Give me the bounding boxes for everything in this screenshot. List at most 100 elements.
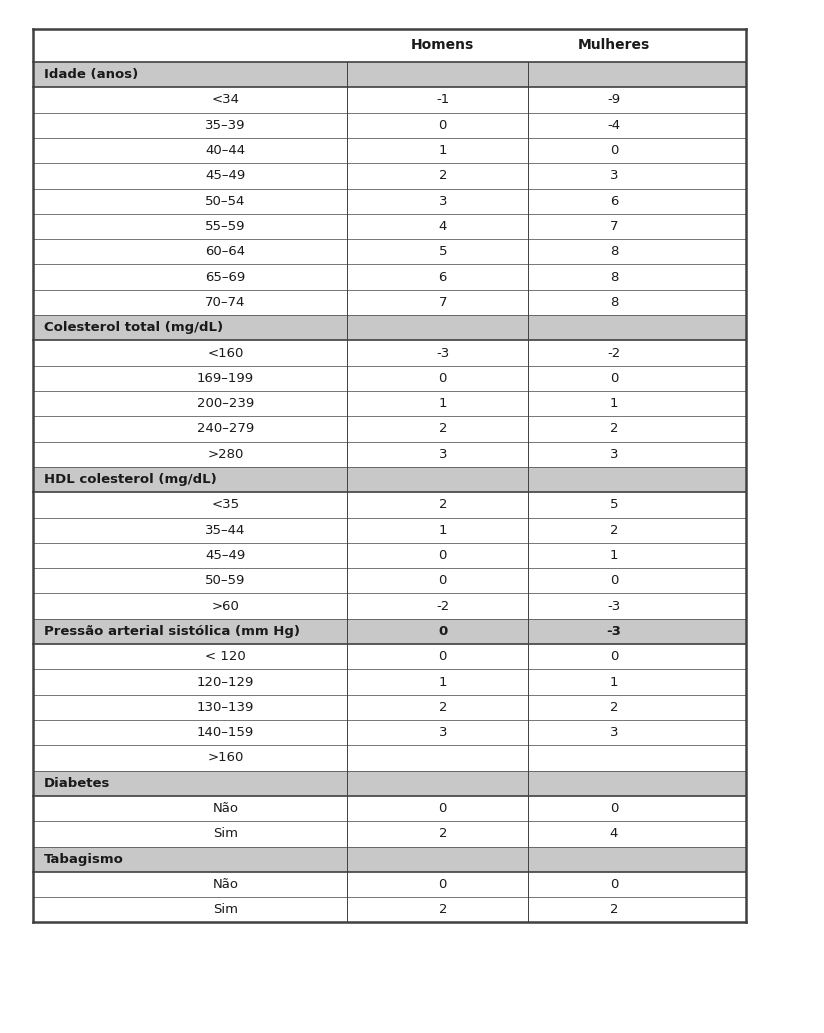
Bar — [33, 390, 746, 416]
Text: 200–239: 200–239 — [197, 397, 254, 410]
Text: Não: Não — [213, 878, 238, 891]
Bar — [33, 214, 746, 239]
Text: 4: 4 — [438, 220, 447, 233]
Text: 40–44: 40–44 — [205, 144, 246, 157]
Text: 1: 1 — [438, 676, 447, 689]
Text: 140–159: 140–159 — [197, 726, 254, 740]
Text: 2: 2 — [438, 827, 447, 841]
Text: 2: 2 — [438, 498, 447, 511]
Bar — [33, 568, 746, 593]
Text: 45–49: 45–49 — [205, 169, 246, 183]
Text: 1: 1 — [610, 397, 618, 410]
Text: 0: 0 — [610, 372, 618, 385]
Bar — [33, 821, 746, 846]
Text: 50–59: 50–59 — [205, 574, 246, 588]
Text: Não: Não — [213, 802, 238, 815]
Text: 2: 2 — [438, 422, 447, 436]
Text: < 120: < 120 — [205, 650, 246, 663]
Text: 3: 3 — [610, 169, 618, 183]
Text: >280: >280 — [207, 447, 244, 461]
Bar — [33, 492, 746, 518]
Text: 60–64: 60–64 — [205, 245, 246, 258]
Bar — [33, 62, 746, 88]
Text: 3: 3 — [610, 447, 618, 461]
Text: -9: -9 — [607, 93, 620, 106]
Bar — [33, 416, 746, 441]
Text: 0: 0 — [438, 372, 447, 385]
Bar — [33, 518, 746, 542]
Text: HDL colesterol (mg/dL): HDL colesterol (mg/dL) — [44, 473, 217, 487]
Text: 169–199: 169–199 — [197, 372, 254, 385]
Text: 0: 0 — [438, 802, 447, 815]
Bar — [33, 137, 746, 163]
Text: 0: 0 — [438, 878, 447, 891]
Bar — [33, 188, 746, 214]
Text: 1: 1 — [610, 676, 618, 689]
Text: Sim: Sim — [213, 903, 238, 916]
Text: 35–39: 35–39 — [205, 119, 246, 132]
Bar — [33, 113, 746, 137]
Bar — [33, 669, 746, 694]
Text: 50–54: 50–54 — [205, 194, 246, 208]
Text: -3: -3 — [607, 599, 620, 613]
Bar — [33, 264, 746, 289]
Text: -3: -3 — [436, 346, 449, 359]
Bar — [33, 644, 746, 669]
Text: -4: -4 — [607, 119, 620, 132]
Text: 0: 0 — [610, 144, 618, 157]
Bar — [33, 29, 746, 62]
Text: 1: 1 — [438, 144, 447, 157]
Text: 0: 0 — [438, 549, 447, 562]
Text: 45–49: 45–49 — [205, 549, 246, 562]
Bar — [33, 239, 746, 264]
Text: 0: 0 — [610, 650, 618, 663]
Text: 240–279: 240–279 — [197, 422, 254, 436]
Text: 0: 0 — [438, 625, 447, 638]
Text: 2: 2 — [610, 700, 618, 714]
Bar — [33, 340, 746, 366]
Text: <160: <160 — [207, 346, 244, 359]
Text: 0: 0 — [438, 574, 447, 588]
Bar — [33, 771, 746, 795]
Bar — [33, 315, 746, 340]
Bar — [33, 872, 746, 897]
Text: 2: 2 — [438, 903, 447, 916]
Text: Tabagismo: Tabagismo — [44, 852, 124, 866]
Text: 2: 2 — [438, 700, 447, 714]
Text: 3: 3 — [438, 447, 447, 461]
Text: Homens: Homens — [411, 38, 475, 53]
Text: Idade (anos): Idade (anos) — [44, 68, 138, 82]
Text: 35–44: 35–44 — [205, 524, 246, 537]
Text: 0: 0 — [438, 650, 447, 663]
Bar — [33, 163, 746, 188]
Bar — [33, 897, 746, 922]
Text: Colesterol total (mg/dL): Colesterol total (mg/dL) — [44, 321, 222, 335]
Text: 8: 8 — [610, 271, 618, 284]
Text: 0: 0 — [610, 878, 618, 891]
Text: 2: 2 — [610, 524, 618, 537]
Text: 1: 1 — [610, 549, 618, 562]
Bar — [33, 366, 746, 390]
Bar — [33, 795, 746, 821]
Bar — [33, 542, 746, 568]
Text: <35: <35 — [211, 498, 240, 511]
Bar — [33, 619, 746, 644]
Text: 6: 6 — [610, 194, 618, 208]
Text: >160: >160 — [207, 751, 244, 764]
Text: 2: 2 — [438, 169, 447, 183]
Text: 3: 3 — [438, 726, 447, 740]
Bar — [33, 289, 746, 315]
Text: 65–69: 65–69 — [205, 271, 246, 284]
Text: 5: 5 — [438, 245, 447, 258]
Text: -3: -3 — [606, 625, 621, 638]
Text: 2: 2 — [610, 422, 618, 436]
Text: >60: >60 — [212, 599, 239, 613]
Bar — [33, 88, 746, 113]
Text: 2: 2 — [610, 903, 618, 916]
Text: 130–139: 130–139 — [197, 700, 254, 714]
Bar — [33, 846, 746, 872]
Text: 3: 3 — [610, 726, 618, 740]
Text: 0: 0 — [438, 119, 447, 132]
Text: 120–129: 120–129 — [197, 676, 254, 689]
Text: 7: 7 — [610, 220, 618, 233]
